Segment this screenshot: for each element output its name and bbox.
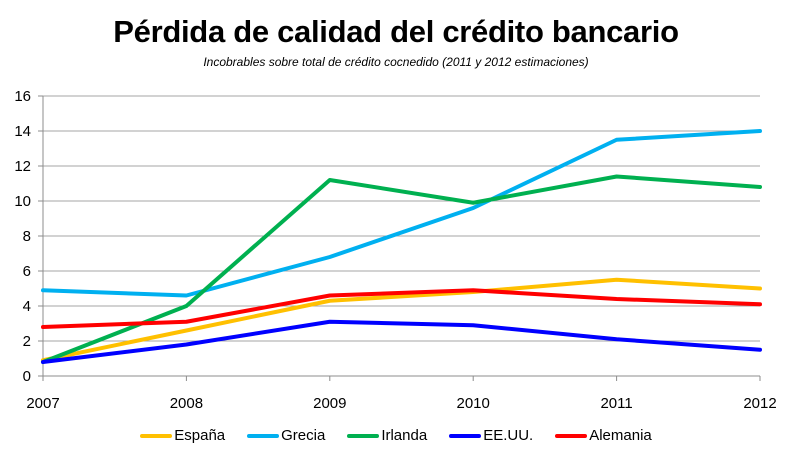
y-tick-label: 4 [23, 298, 31, 315]
axes [38, 95, 761, 381]
legend-label: Irlanda [381, 427, 428, 444]
legend-label: España [174, 427, 226, 444]
x-tick-label: 2009 [313, 395, 346, 412]
x-tick-label: 2007 [26, 395, 59, 412]
legend-item-irlanda: Irlanda [347, 427, 427, 444]
series-line-ee-uu [41, 319, 762, 364]
legend-swatch [140, 433, 173, 438]
x-tick-label: 2008 [170, 395, 203, 412]
y-tick-label: 12 [14, 158, 31, 175]
y-axis-ticks: 0 2 4 6 8 10 12 14 16 [14, 88, 31, 385]
chart-title: Pérdida de calidad del crédito bancario [113, 14, 679, 49]
legend-label: Alemania [589, 427, 652, 444]
series-line-grecia [41, 129, 762, 298]
y-tick-label: 2 [23, 333, 31, 350]
series-line-irlanda [41, 174, 762, 364]
y-tick-label: 0 [23, 368, 31, 385]
y-tick-label: 10 [14, 193, 31, 210]
legend-swatch [347, 433, 380, 438]
y-tick-label: 6 [23, 263, 31, 280]
x-tick-label: 2012 [743, 395, 776, 412]
legend-swatch [555, 433, 588, 438]
series-lines [41, 129, 762, 364]
chart-subtitle: Incobrables sobre total de crédito cocne… [203, 55, 589, 69]
legend-item-espana: España [140, 427, 225, 444]
y-tick-label: 8 [23, 228, 31, 245]
gridlines [43, 95, 760, 342]
legend-label: Grecia [281, 427, 326, 444]
legend-label: EE.UU. [483, 427, 534, 444]
y-tick-label: 16 [14, 88, 31, 105]
x-tick-label: 2011 [600, 395, 632, 412]
legend-item-grecia: Grecia [247, 427, 325, 444]
legend-item-alemania: Alemania [555, 427, 652, 444]
legend-item-ee-uu: EE.UU. [449, 427, 533, 444]
series-line-alemania [41, 288, 762, 329]
legend: España Grecia Irlanda EE.UU. Alemania [0, 427, 792, 444]
series-line-espana [41, 277, 762, 363]
y-tick-label: 14 [14, 123, 31, 140]
x-tick-label: 2010 [457, 395, 490, 412]
legend-swatch [449, 433, 482, 438]
legend-swatch [247, 433, 280, 438]
x-axis-ticks: 2007 2008 2009 2010 2011 2012 [26, 395, 776, 412]
